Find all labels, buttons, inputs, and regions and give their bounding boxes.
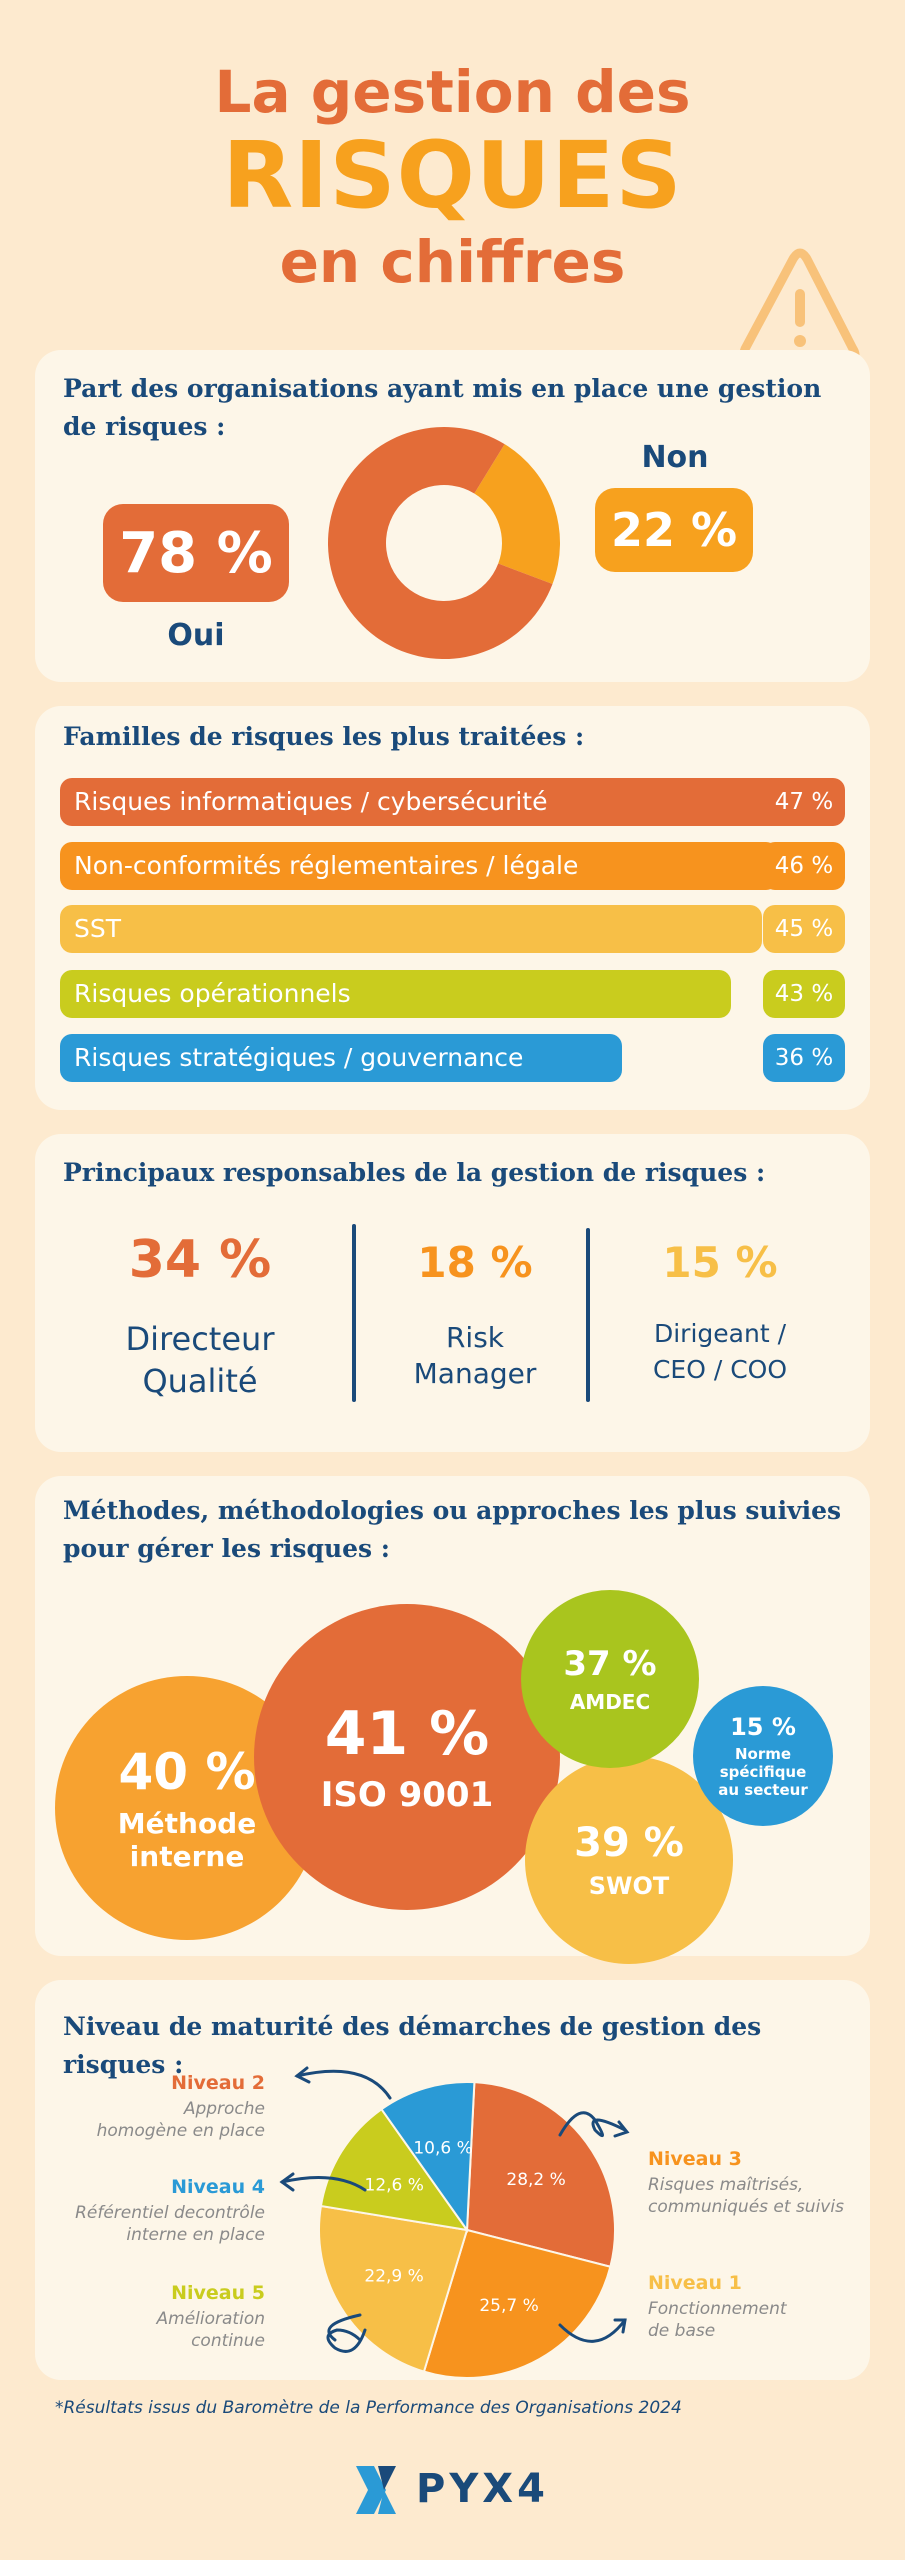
- pie-slice: [422, 2228, 612, 2379]
- separator-2: [586, 1228, 590, 1402]
- resp-value-risk-manager: 18 %: [417, 1238, 533, 1287]
- pyx4-logo-text: PYX4: [416, 2466, 549, 2512]
- title-line1: La gestion des: [214, 58, 691, 126]
- pyx4-logo-mark-icon: [356, 2466, 396, 2514]
- pie-slice-label: 12,6 %: [365, 2175, 424, 2195]
- niveau-2-desc: Approche homogène en place: [96, 2099, 265, 2141]
- card-responsables: Principaux responsables de la gestion de…: [35, 1134, 870, 1452]
- famille-pct-badge: 47 %: [763, 778, 845, 826]
- famille-pct-badge: 36 %: [763, 1034, 845, 1082]
- niveau-5-name: Niveau 5: [171, 2282, 265, 2304]
- resp-label-directeur-qualite: Directeur Qualité: [125, 1320, 275, 1400]
- separator-1: [352, 1224, 356, 1402]
- niveau-4-name: Niveau 4: [171, 2176, 265, 2198]
- familles-title: Familles de risques les plus traitées :: [63, 722, 585, 751]
- famille-pct-badge: 45 %: [763, 905, 845, 953]
- pie-slice-label: 28,2 %: [506, 2170, 565, 2190]
- niveau-3-name: Niveau 3: [648, 2148, 742, 2170]
- pie-slice: [380, 2081, 476, 2233]
- niveau-1-desc: Fonctionnement de base: [648, 2299, 787, 2341]
- famille-bar: Risques stratégiques / gouvernance: [60, 1034, 622, 1082]
- famille-bar: Non-conformités réglementaires / légale: [60, 842, 778, 890]
- famille-bar: Risques informatiques / cybersécurité: [60, 778, 793, 826]
- bubble-swot: 39 % SWOT: [525, 1756, 733, 1964]
- resp-value-dirigeant: 15 %: [662, 1238, 778, 1287]
- bubble-iso-9001: 41 % ISO 9001: [254, 1604, 560, 1910]
- famille-bar: Risques opérationnels: [60, 970, 731, 1018]
- donut-slice-oui: [328, 427, 553, 659]
- niveau-3-desc: Risques maîtrisés, communiqués et suivis: [648, 2175, 844, 2217]
- organisations-donut: [328, 427, 560, 659]
- bubble-norme-specifique: 15 % Norme spécifique au secteur: [693, 1686, 833, 1826]
- pyx4-logo: PYX4: [350, 2460, 570, 2520]
- resp-label-risk-manager: Risk Manager: [413, 1321, 537, 1390]
- maturite-pie: 28,2 % 25,7 % 22,9 % 12,6 % 10,6 %: [318, 2081, 616, 2379]
- card-familles: Familles de risques les plus traitées : …: [35, 706, 870, 1110]
- niveau-5-desc: Amélioration continue: [156, 2309, 265, 2351]
- responsables-title: Principaux responsables de la gestion de…: [63, 1158, 766, 1187]
- famille-pct-badge: 43 %: [763, 970, 845, 1018]
- card-organisations: Part des organisations ayant mis en plac…: [35, 350, 870, 682]
- pie-slice-label: 22,9 %: [364, 2266, 423, 2286]
- pie-slice-label: 10,6 %: [413, 2139, 472, 2159]
- organisations-title: Part des organisations ayant mis en plac…: [63, 374, 822, 441]
- title-line3: en chiffres: [279, 228, 626, 296]
- oui-label: Oui: [167, 618, 225, 653]
- non-label: Non: [641, 440, 709, 475]
- niveau-2-name: Niveau 2: [171, 2072, 265, 2094]
- niveau-4-desc: Référentiel decontrôle interne en place: [75, 2203, 265, 2245]
- pie-slice: [465, 2081, 616, 2268]
- niveau-1-name: Niveau 1: [648, 2272, 742, 2294]
- arrows: [279, 2066, 630, 2353]
- footnote: *Résultats issus du Baromètre de la Perf…: [55, 2398, 682, 2418]
- title-line2: RISQUES: [222, 122, 683, 229]
- pie-slice: [319, 2107, 470, 2232]
- card-maturite: Niveau de maturité des démarches de gest…: [35, 1980, 870, 2380]
- oui-badge: 78 %: [103, 504, 289, 602]
- bubble-amdec: 37 % AMDEC: [521, 1590, 699, 1768]
- maturite-title: Niveau de maturité des démarches de gest…: [63, 2012, 762, 2079]
- famille-pct-badge: 46 %: [763, 842, 845, 890]
- non-badge: 22 %: [595, 488, 753, 572]
- famille-bar: SST: [60, 905, 762, 953]
- resp-value-directeur-qualite: 34 %: [128, 1230, 272, 1290]
- card-methodes: Méthodes, méthodologies ou approches les…: [35, 1476, 870, 1964]
- resp-label-dirigeant: Dirigeant / CEO / COO: [652, 1319, 788, 1384]
- pie-slice-label: 25,7 %: [479, 2296, 538, 2316]
- methodes-title: Méthodes, méthodologies ou approches les…: [63, 1496, 842, 1563]
- donut-slice-non: [474, 444, 560, 585]
- pie-slice: [318, 2204, 469, 2373]
